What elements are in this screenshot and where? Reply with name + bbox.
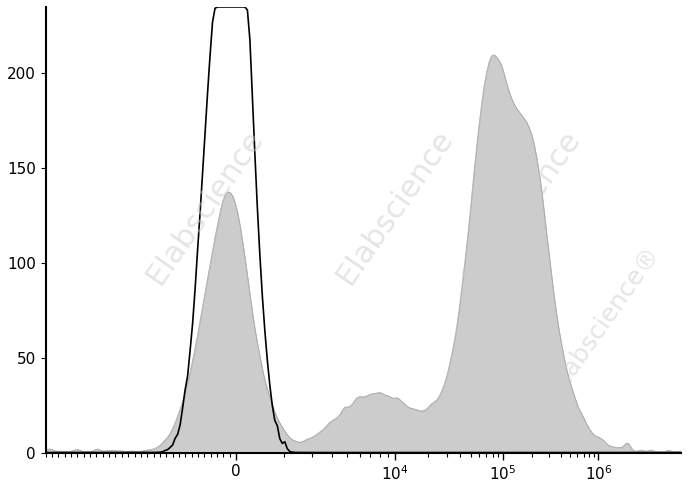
Text: Elabscience: Elabscience <box>332 125 459 290</box>
Text: Elabscience®: Elabscience® <box>546 241 665 397</box>
Text: Elabscience: Elabscience <box>458 125 586 290</box>
Text: Elabscience: Elabscience <box>141 125 268 290</box>
